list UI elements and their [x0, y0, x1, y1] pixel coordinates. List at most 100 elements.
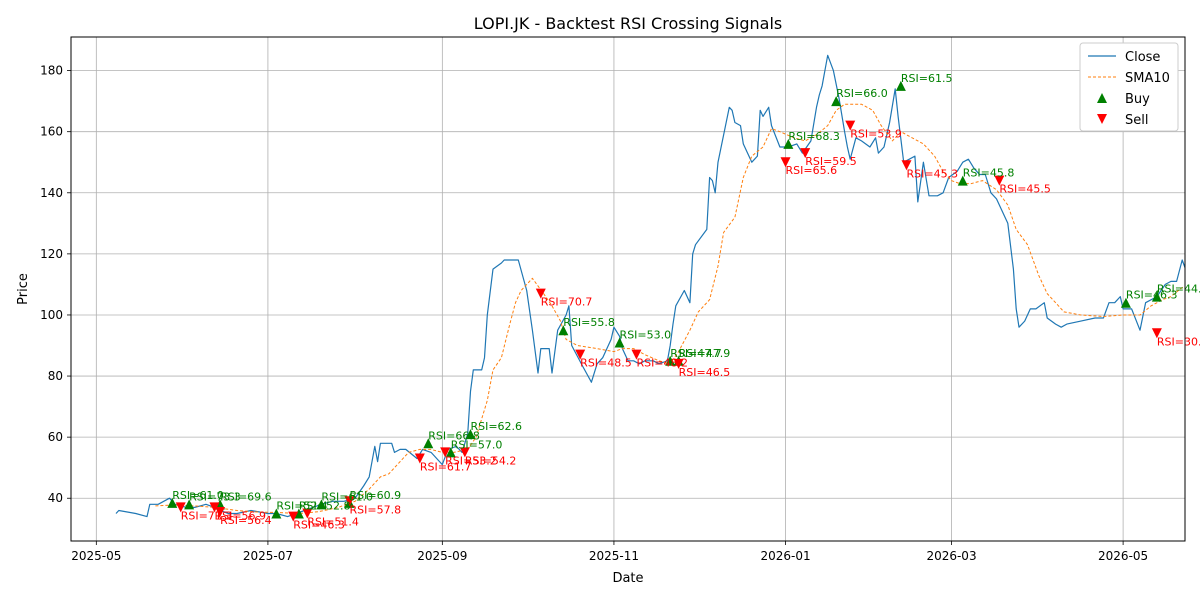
- sell-marker: [209, 502, 220, 513]
- sell-marker: [535, 288, 546, 299]
- buy-annotation: RSI=46.3: [1126, 289, 1178, 302]
- buy-marker: [831, 96, 842, 107]
- y-tick-label: 100: [40, 308, 63, 322]
- y-tick-label: 140: [40, 186, 63, 200]
- legend-box: [1079, 42, 1179, 132]
- sell-annotation: RSI=46.3: [293, 519, 345, 532]
- x-axis: 2025-05 2025-07 2025-09 2025-11 2026-01 2026-…: [71, 541, 1148, 563]
- y-axis: 40 60 80 100 120 140 160 180: [40, 64, 71, 505]
- buy-marker: [445, 447, 456, 458]
- buy-annotation: RSI=53.0: [620, 328, 672, 341]
- buy-annotation: RSI=55.8: [563, 316, 615, 329]
- buy-marker: [215, 499, 226, 510]
- y-tick-label: 40: [48, 491, 63, 505]
- buy-annotation: RSI=60.9: [350, 489, 402, 502]
- y-tick-label: 80: [48, 369, 63, 383]
- buy-annotation: RSI=61.0: [172, 489, 224, 502]
- x-tick-label: 2025-09: [417, 549, 467, 563]
- x-tick-label: 2026-01: [760, 549, 810, 563]
- sell-marker: [994, 175, 1005, 186]
- sell-annotation: RSI=53.9: [850, 128, 902, 141]
- buy-annotation: RSI=62.6: [470, 420, 522, 433]
- signal-annotations: RSI=61.0RSI=73.3RSI=69.6RSI=52.4RSI=52.8…: [172, 72, 1200, 532]
- sell-annotation: RSI=54.2: [465, 454, 517, 467]
- sell-annotation: RSI=45.3: [907, 167, 959, 180]
- buy-marker: [558, 325, 569, 336]
- sell-annotation: RSI=45.5: [999, 183, 1051, 196]
- grid-lines: [71, 37, 1185, 541]
- x-tick-label: 2025-05: [71, 549, 121, 563]
- buy-annotation: RSI=61.0: [321, 490, 373, 503]
- sell-annotation: RSI=71.3: [181, 509, 233, 522]
- y-tick-label: 60: [48, 430, 63, 444]
- buy-marker: [184, 499, 195, 510]
- sell-marker: [288, 511, 299, 522]
- sell-annotation: RSI=53.2: [445, 454, 497, 467]
- sell-marker: [459, 447, 470, 458]
- plot-area: RSI=61.0RSI=73.3RSI=69.6RSI=52.4RSI=52.8…: [115, 54, 1200, 532]
- sell-marker: [673, 358, 684, 369]
- sell-annotation: RSI=70.7: [541, 296, 593, 309]
- sell-marker: [800, 148, 811, 159]
- legend-sma-label: SMA10: [1125, 71, 1170, 86]
- sma10-line: [155, 103, 1185, 514]
- buy-annotation: RSI=73.3: [189, 490, 241, 503]
- sell-annotation: RSI=59.5: [805, 155, 857, 168]
- x-tick-label: 2025-07: [243, 549, 293, 563]
- chart-title: LOPI.JK - Backtest RSI Crossing Signals: [474, 14, 782, 33]
- buy-marker: [957, 175, 968, 186]
- buy-annotation: RSI=66.8: [428, 429, 480, 442]
- sell-annotation: RSI=57.8: [350, 503, 402, 516]
- buy-marker: [271, 508, 282, 519]
- buy-marker: [167, 497, 178, 508]
- sell-annotation: RSI=46.5: [679, 366, 731, 379]
- x-tick-label: 2026-05: [1098, 549, 1148, 563]
- buy-annotation: RSI=66.0: [836, 87, 888, 100]
- signal-markers: [167, 80, 1162, 522]
- sell-annotation: RSI=56.4: [220, 514, 272, 527]
- buy-annotation: RSI=47.9: [679, 347, 731, 360]
- buy-annotation: RSI=52.8: [299, 500, 351, 513]
- buy-marker: [665, 355, 676, 366]
- buy-marker: [1120, 297, 1131, 308]
- buy-annotation: RSI=52.4: [276, 500, 328, 513]
- buy-marker: [1151, 291, 1162, 302]
- sell-marker: [575, 349, 586, 360]
- x-tick-label: 2026-03: [926, 549, 976, 563]
- buy-annotation: RSI=69.6: [220, 490, 272, 503]
- sell-marker: [440, 447, 451, 458]
- sell-marker: [215, 506, 226, 517]
- legend-sell-marker: [1097, 114, 1107, 124]
- y-tick-label: 120: [40, 247, 63, 261]
- sell-annotation: RSI=48.5: [580, 357, 632, 370]
- buy-marker: [316, 499, 327, 510]
- sell-marker: [1151, 328, 1162, 339]
- sell-annotation: RSI=51.4: [307, 516, 359, 529]
- sell-annotation: RSI=56.9: [214, 509, 266, 522]
- buy-marker: [465, 429, 476, 440]
- buy-marker: [614, 337, 625, 348]
- legend-buy-marker: [1097, 93, 1107, 103]
- legend-close-label: Close: [1125, 50, 1160, 65]
- buy-annotation: RSI=61.5: [901, 72, 953, 85]
- sell-annotation: RSI=30.5: [1157, 335, 1200, 348]
- sell-annotation: RSI=48.2: [636, 357, 688, 370]
- sell-annotation: RSI=61.7: [420, 461, 472, 474]
- y-axis-label: Price: [16, 273, 31, 305]
- legend-sell-label: Sell: [1125, 113, 1148, 128]
- sell-annotation: RSI=65.6: [786, 164, 838, 177]
- y-tick-label: 160: [40, 125, 63, 139]
- close-price-line: [115, 54, 1185, 518]
- x-tick-label: 2025-11: [589, 549, 639, 563]
- plot-frame: [70, 36, 1186, 542]
- sell-marker: [631, 349, 642, 360]
- buy-annotation: RSI=44.6: [1157, 283, 1200, 296]
- sell-marker: [901, 160, 912, 171]
- buy-marker: [783, 138, 794, 149]
- sell-marker: [845, 120, 856, 131]
- x-axis-label: Date: [612, 571, 643, 586]
- sell-marker: [302, 508, 313, 519]
- buy-marker: [423, 438, 434, 449]
